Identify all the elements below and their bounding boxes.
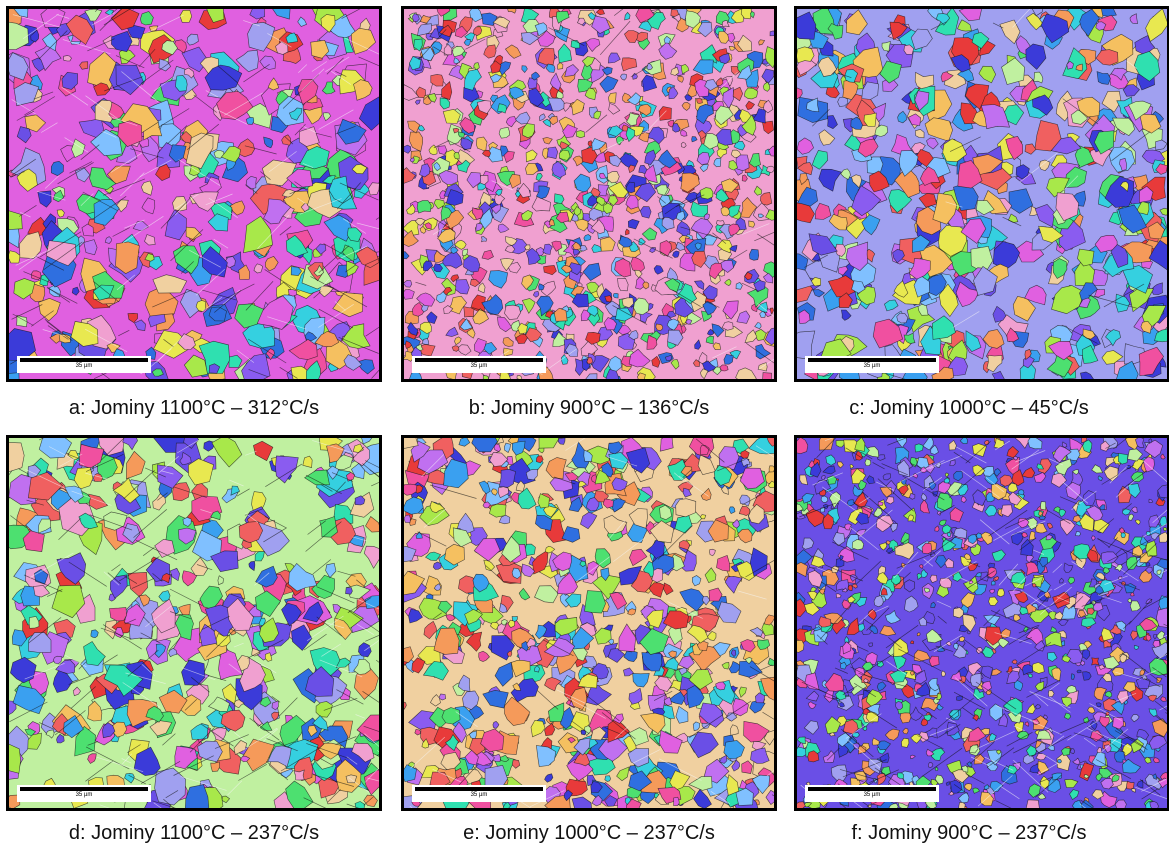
- grain-map: [797, 9, 1167, 379]
- scale-bar-label: 35 µm: [470, 363, 488, 369]
- caption-c: c: Jominy 1000°C – 45°C/s: [849, 397, 1089, 419]
- scale-bar-label: 35 µm: [75, 363, 93, 369]
- scale-bar: 35 µm: [805, 356, 939, 373]
- grain-map: [404, 9, 774, 379]
- scale-bar: 35 µm: [412, 356, 546, 373]
- caption-a: a: Jominy 1100°C – 312°C/s: [68, 397, 320, 419]
- ebsd-map-f: 35 µm: [794, 435, 1169, 811]
- scale-bar: 35 µm: [805, 785, 939, 802]
- grain-map: [404, 438, 774, 808]
- grain-map: [797, 438, 1167, 808]
- scale-bar-label: 35 µm: [470, 792, 488, 798]
- grain-map: [9, 9, 379, 379]
- scale-bar: 35 µm: [17, 356, 151, 373]
- caption-d: d: Jominy 1100°C – 237°C/s: [68, 822, 320, 844]
- scale-bar: 35 µm: [17, 785, 151, 802]
- scale-bar-label: 35 µm: [863, 792, 881, 798]
- caption-b: b: Jominy 900°C – 136°C/s: [468, 397, 710, 419]
- scale-bar-label: 35 µm: [75, 792, 93, 798]
- ebsd-map-d: 35 µm: [6, 435, 382, 811]
- grain-map: [9, 438, 379, 808]
- scale-bar-label: 35 µm: [863, 363, 881, 369]
- caption-e: e: Jominy 1000°C – 237°C/s: [463, 822, 715, 844]
- ebsd-map-c: 35 µm: [794, 6, 1169, 382]
- ebsd-map-b: 35 µm: [401, 6, 777, 382]
- ebsd-map-e: 35 µm: [401, 435, 777, 811]
- caption-f: f: Jominy 900°C – 237°C/s: [851, 822, 1087, 844]
- ebsd-map-a: 35 µm: [6, 6, 382, 382]
- scale-bar: 35 µm: [412, 785, 546, 802]
